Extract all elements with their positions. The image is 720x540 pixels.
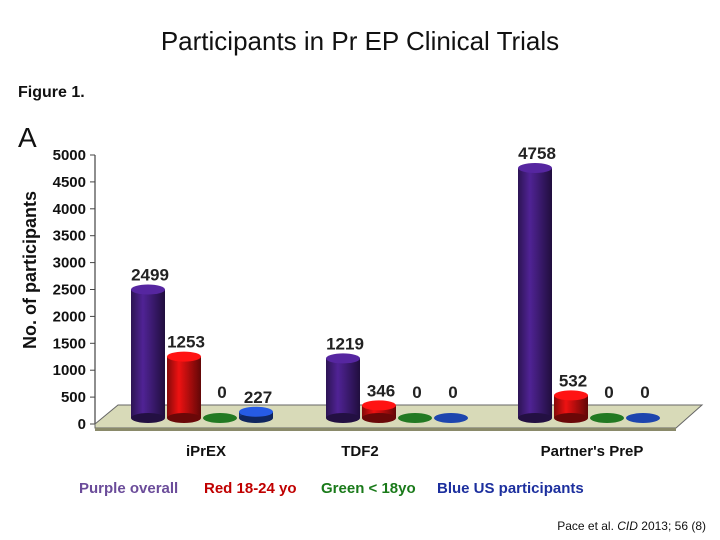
bar (326, 358, 360, 418)
y-tick-label: 3500 (53, 228, 86, 245)
y-tick-label: 500 (61, 389, 86, 406)
citation-year: 2013; 56 (8) (641, 519, 706, 533)
bar-top (554, 390, 588, 401)
bar-zero-disc (203, 413, 237, 423)
legend-under-18: Green < 18yo (321, 480, 416, 497)
bar (131, 289, 165, 418)
citation-authors: Pace et al. (557, 519, 614, 533)
bar-zero-disc (626, 413, 660, 423)
x-category-label: iPrEX (186, 443, 226, 460)
slide-title: Participants in Pr EP Clinical Trials (160, 26, 560, 56)
legend-overall: Purple overall (79, 480, 179, 497)
bar-base (518, 413, 552, 423)
bar (167, 356, 201, 418)
chart-floor-edge (95, 428, 676, 431)
bar (518, 168, 552, 418)
bar-base (326, 413, 360, 423)
bar (554, 395, 588, 418)
bar-base (131, 413, 165, 423)
data-label: 532 (559, 371, 587, 390)
y-tick-label: 2500 (53, 282, 86, 299)
y-tick-label: 0 (78, 416, 86, 433)
data-label: 0 (412, 383, 421, 402)
bar-top (326, 353, 360, 364)
bar-top (518, 163, 552, 174)
data-label: 1253 (167, 333, 205, 352)
data-label: 4758 (518, 144, 556, 163)
bar-top (239, 406, 273, 417)
bar-chart: 0 500 1000 1500 2000 2500 3000 3500 4000 4500 5000… (20, 144, 704, 460)
legend-us: Blue US participants (437, 480, 584, 497)
bar-base (554, 413, 588, 423)
data-label: 0 (604, 383, 613, 402)
figure-label: Figure 1. (18, 84, 85, 101)
x-category-label: TDF2 (341, 443, 379, 460)
data-label: 346 (367, 381, 395, 400)
bar-base (167, 413, 201, 423)
y-tick-label: 5000 (53, 147, 86, 164)
bar-zero-disc (398, 413, 432, 423)
y-tick-label: 4500 (53, 174, 86, 191)
citation-journal: CID (617, 519, 638, 533)
y-tick-label: 4000 (53, 201, 86, 218)
data-label: 1219 (326, 334, 364, 353)
data-label: 0 (640, 383, 649, 402)
y-axis-title: No. of participants (20, 191, 40, 349)
legend-18-24: Red 18-24 yo (204, 480, 297, 497)
data-label: 2499 (131, 266, 169, 285)
bar-top (167, 351, 201, 362)
y-tick-label: 3000 (53, 255, 86, 272)
bar-zero-disc (434, 413, 468, 423)
bar-top (362, 400, 396, 411)
y-tick-label: 2000 (53, 308, 86, 325)
panel-letter: A (18, 122, 37, 153)
y-tick-label: 1500 (53, 335, 86, 352)
y-tick-label: 1000 (53, 362, 86, 379)
bar-top (131, 284, 165, 295)
data-label: 0 (448, 383, 457, 402)
bar-zero-disc (590, 413, 624, 423)
data-label: 227 (244, 388, 272, 407)
x-category-label: Partner's PreP (541, 443, 644, 460)
bar-base (362, 413, 396, 423)
citation: Pace et al. CID 2013; 56 (8) (557, 519, 706, 533)
data-label: 0 (217, 383, 226, 402)
